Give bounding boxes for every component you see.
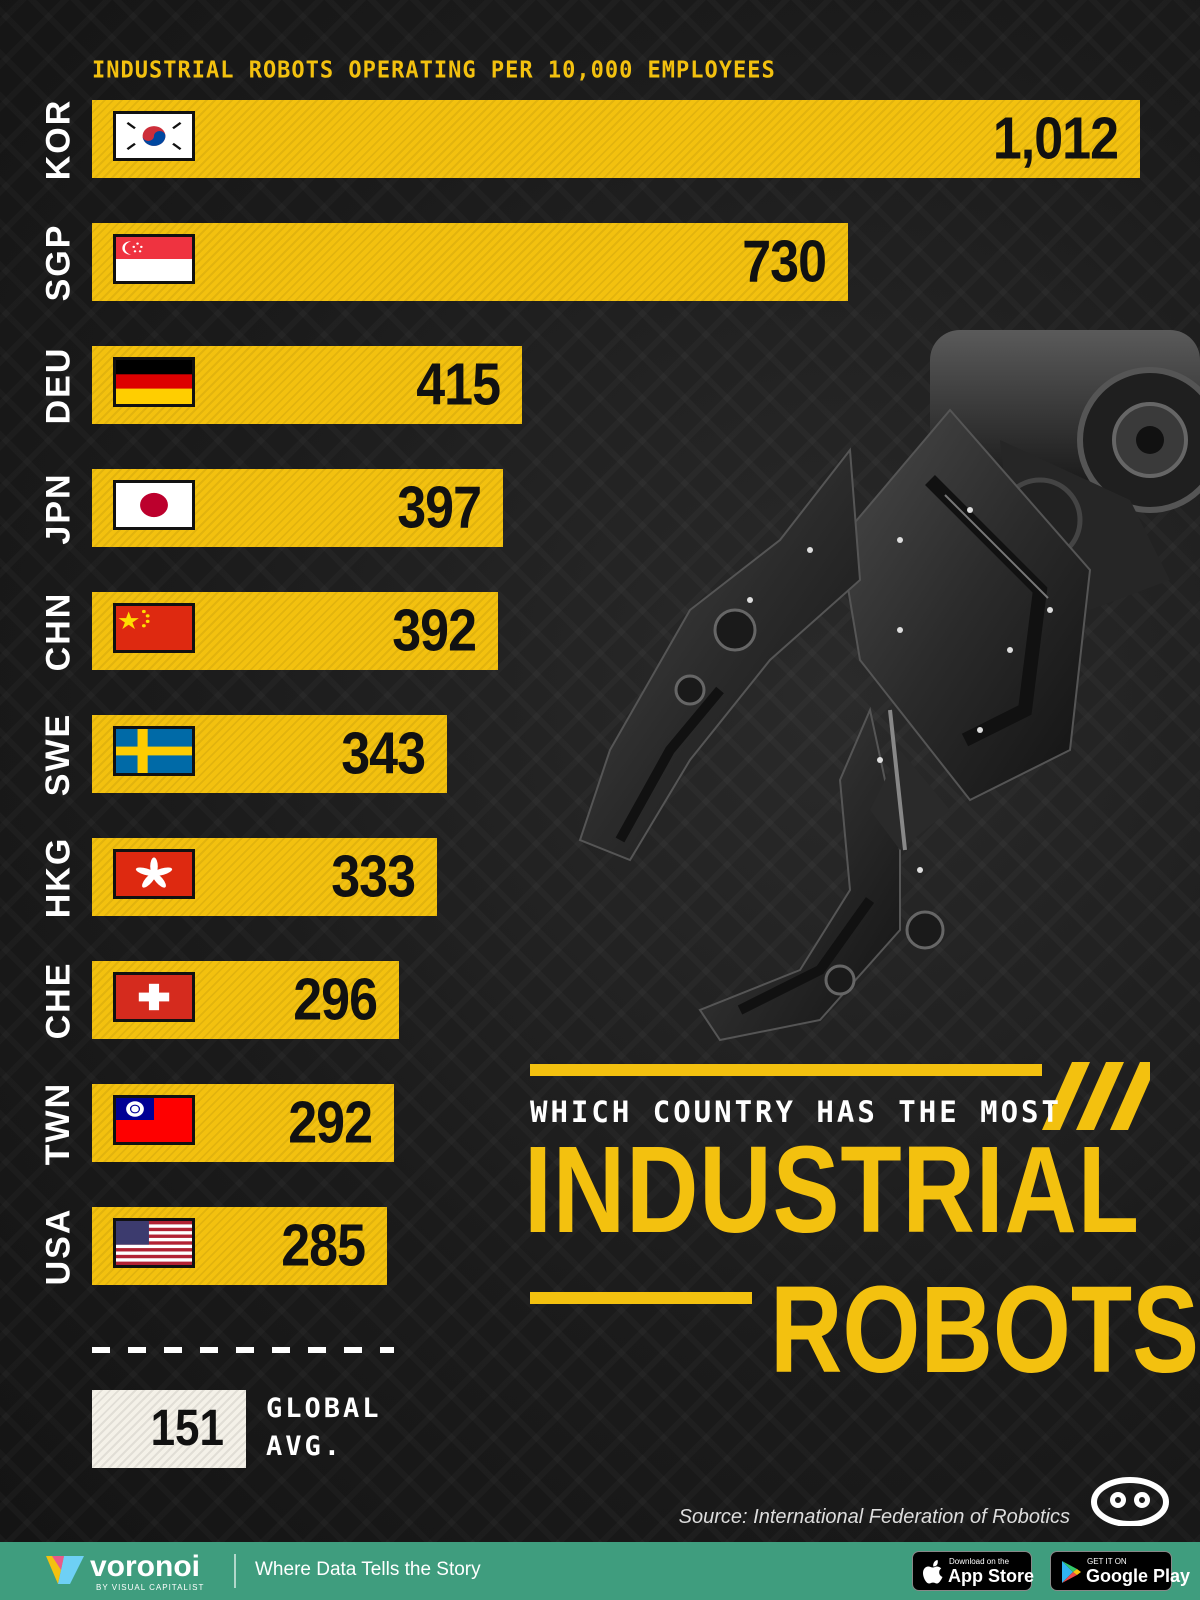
title-line-1: WHICH COUNTRY HAS THE MOST — [530, 1095, 1062, 1129]
country-code-text: CHE — [39, 961, 78, 1039]
country-code-label: SWE — [34, 712, 84, 796]
global-average-label: GLOBAL AVG. — [266, 1390, 406, 1466]
country-code-label: KOR — [34, 98, 84, 180]
app-store-big-text: App Store — [948, 1566, 1035, 1586]
title-accent-bar-top — [530, 1064, 1042, 1076]
bar-value-label: 415 — [416, 351, 501, 419]
apple-icon — [923, 1560, 943, 1584]
global-average-value: 151 — [150, 1400, 224, 1457]
bar-value-label: 1,012 — [992, 105, 1119, 173]
country-code-label: DEU — [34, 346, 84, 424]
global-average-label-line2: AVG. — [266, 1431, 344, 1462]
country-code-text: SWE — [39, 712, 78, 796]
visual-capitalist-logo-icon — [1091, 1477, 1169, 1526]
google-play-button[interactable]: GET IT ON Google Play — [1050, 1551, 1190, 1591]
voronoi-brand-name[interactable]: voronoi — [90, 1550, 200, 1583]
app-store-button[interactable]: Download on the App Store — [912, 1551, 1035, 1591]
hazard-slashes-decoration — [1042, 1062, 1150, 1130]
country-code-label: JPN — [34, 469, 84, 547]
bar-value-label: 292 — [288, 1089, 373, 1157]
google-play-small-text: GET IT ON — [1087, 1557, 1127, 1566]
title-accent-bar-mid — [530, 1292, 752, 1304]
footer-bar: voronoi BY VISUAL CAPITALIST Where Data … — [0, 1542, 1200, 1600]
flag-sgp-icon — [113, 234, 195, 284]
flag-twn-icon — [113, 1095, 195, 1145]
flag-jpn-icon — [113, 480, 195, 530]
bar-value-label: 285 — [281, 1212, 366, 1280]
country-code-text: CHN — [39, 591, 78, 671]
bar-value-label: 343 — [341, 720, 426, 788]
footer-tagline: Where Data Tells the Story — [255, 1559, 481, 1580]
country-code-label: CHN — [34, 591, 84, 671]
flag-che-icon — [113, 972, 195, 1022]
flag-kor-icon — [113, 111, 195, 161]
country-code-text: DEU — [39, 346, 78, 424]
voronoi-brand-sub: BY VISUAL CAPITALIST — [96, 1583, 205, 1592]
country-code-label: CHE — [34, 961, 84, 1039]
bar-value-label: 333 — [331, 843, 416, 911]
flag-swe-icon — [113, 726, 195, 776]
country-code-text: TWN — [39, 1081, 78, 1165]
country-code-text: KOR — [39, 98, 78, 180]
flag-usa-icon — [113, 1218, 195, 1268]
bar-value-label: 397 — [397, 474, 482, 542]
country-code-text: USA — [39, 1207, 78, 1285]
app-store-small-text: Download on the — [949, 1557, 1010, 1566]
average-divider — [92, 1347, 394, 1353]
source-note: Source: International Federation of Robo… — [678, 1506, 1070, 1528]
footer-divider — [234, 1554, 236, 1588]
country-code-label: USA — [34, 1207, 84, 1285]
chart-subtitle: INDUSTRIAL ROBOTS OPERATING PER 10,000 E… — [92, 57, 776, 84]
country-code-text: HKG — [39, 836, 78, 918]
country-code-text: JPN — [39, 471, 78, 545]
flag-hkg-icon — [113, 849, 195, 899]
global-average-bar: 151 — [92, 1390, 246, 1468]
bar-value-label: 296 — [293, 966, 378, 1034]
country-code-text: SGP — [39, 223, 78, 301]
google-play-big-text: Google Play — [1086, 1566, 1191, 1586]
flag-deu-icon — [113, 357, 195, 407]
title-line-2: INDUSTRIAL — [524, 1120, 1140, 1260]
bar-sgp: 730 — [92, 223, 848, 301]
google-play-icon — [1062, 1561, 1081, 1583]
global-average-label-line1: GLOBAL — [266, 1393, 382, 1424]
flag-chn-icon — [113, 603, 195, 653]
bar-value-label: 392 — [392, 597, 477, 665]
title-line-3: ROBOTS — [770, 1260, 1200, 1400]
bar-value-label: 730 — [742, 228, 827, 296]
bar-kor: 1,012 — [92, 100, 1140, 178]
robot-arm-illustration — [578, 330, 1200, 1042]
country-code-label: HKG — [34, 836, 84, 918]
country-code-label: SGP — [34, 223, 84, 301]
infographic-canvas: INDUSTRIAL ROBOTS OPERATING PER 10,000 E… — [0, 0, 1200, 1542]
voronoi-logo-icon[interactable] — [44, 1552, 86, 1588]
country-code-label: TWN — [34, 1081, 84, 1165]
